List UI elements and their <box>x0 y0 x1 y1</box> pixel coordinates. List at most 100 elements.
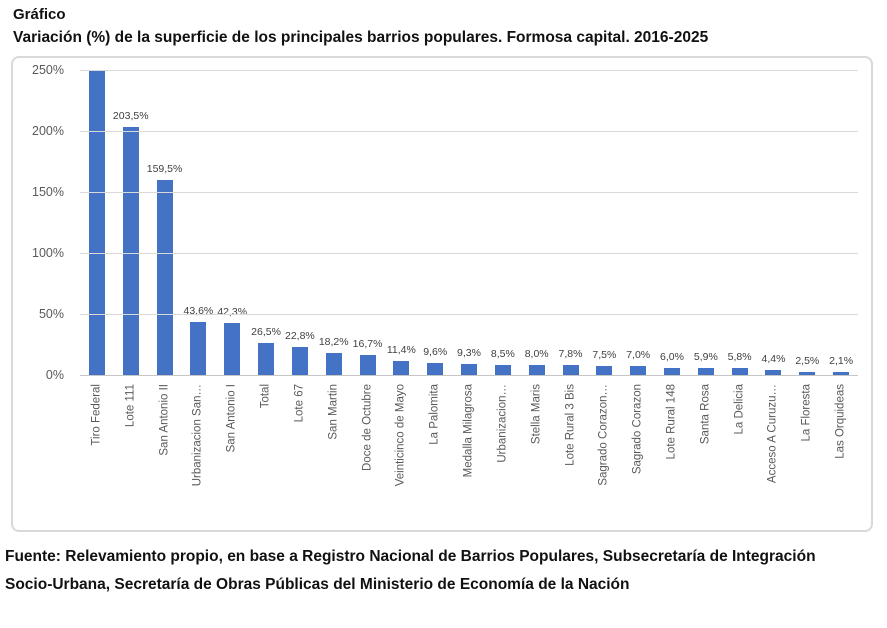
bar-slot: 8,0% Stella Maris <box>520 70 554 444</box>
bar-slot: 159,5% San Antonio II <box>147 70 183 455</box>
y-axis-tick-label: 50% <box>38 307 64 321</box>
y-axis-tick-label: 250% <box>32 63 64 77</box>
bar-slot: 43,6% Urbanizacion San… <box>181 70 215 486</box>
bar <box>494 364 511 375</box>
x-axis-category-label: Doce de Octubre <box>361 384 374 471</box>
x-axis-category-label: Stella Maris <box>530 384 543 445</box>
bar-value-label: 43,6% <box>183 304 214 317</box>
bar-value-label: 203,5% <box>112 109 149 122</box>
x-axis-category-label: Veinticinco de Mayo <box>394 384 407 487</box>
bar-value-label: 2,1% <box>829 355 854 368</box>
bar-value-label: 2,5% <box>795 354 820 367</box>
x-axis-category-label: Tiro Federal <box>90 384 103 446</box>
x-axis-category-label: Sagrado Corazon <box>631 384 644 475</box>
x-axis-category-label: Lote 67 <box>293 384 306 423</box>
bar-slot: 42,3% San Antonio I <box>215 70 249 452</box>
x-axis-category-label: San Antonio I <box>225 384 238 453</box>
x-axis-category-label: Acceso A Curuzu… <box>766 384 779 484</box>
bar-value-label: 7,5% <box>592 348 617 361</box>
x-axis-category-label: La Palomita <box>428 384 441 445</box>
bar-chart: Tiro Federal 203,5% Lote 111 159,5% San Anto… <box>11 56 873 532</box>
bar <box>630 366 647 375</box>
bar-slot: 7,0% Sagrado Corazon <box>621 70 655 474</box>
y-axis-tick-label: 150% <box>32 185 64 199</box>
bar <box>562 365 579 375</box>
x-axis-category-label: Lote 111 <box>124 384 137 428</box>
gridline <box>80 192 858 193</box>
bar <box>596 365 613 375</box>
bar <box>393 361 410 375</box>
bar <box>663 367 680 375</box>
chart-kicker: Gráfico <box>13 6 66 23</box>
bar <box>122 126 139 375</box>
bar-value-label: 5,9% <box>693 350 718 363</box>
bar-slot: 9,3% Medalla Milagrosa <box>452 70 486 478</box>
bar-value-label: 9,3% <box>457 346 481 359</box>
x-axis-category-label: Las Orquideas <box>834 384 847 459</box>
bar-slot: 26,5% Total <box>249 70 283 409</box>
bar-slot: 4,4% Acceso A Curuzu… <box>757 70 791 483</box>
bar <box>291 347 308 375</box>
bar-value-label: 8,0% <box>524 348 549 361</box>
x-axis-category-label: Urbanizacion San… <box>191 384 204 487</box>
page-title: Gráfico Variación (%) de la superficie d… <box>13 4 708 50</box>
bar <box>833 372 850 375</box>
bar-value-label: 18,2% <box>318 335 349 348</box>
bar <box>190 321 207 375</box>
x-axis-category-label: Lote Rural 3 Bis <box>564 384 576 466</box>
x-axis-category-label: Urbanizacion… <box>496 384 509 463</box>
y-axis-tick-label: 0% <box>45 368 64 382</box>
x-axis-category-label: San Martin <box>327 384 340 440</box>
gridline <box>80 253 858 254</box>
bar-slot: 11,4% Veinticinco de Mayo <box>384 70 418 486</box>
bar-value-label: 9,6% <box>423 346 448 359</box>
bar-value-label: 7,0% <box>626 349 651 362</box>
bar <box>258 342 275 375</box>
bar <box>697 367 714 375</box>
gridline <box>80 70 858 71</box>
y-axis-tick-label: 200% <box>32 124 64 138</box>
x-axis-category-label: La Delicia <box>733 384 746 435</box>
bar-slot: 203,5% Lote 111 <box>112 70 149 427</box>
bar-value-label: 8,5% <box>490 347 515 360</box>
bar <box>528 365 545 375</box>
bar <box>156 180 173 375</box>
y-axis-tick-label: 100% <box>32 246 64 260</box>
bar-slot: 2,5% La Floresta <box>790 70 824 442</box>
bar-slot: 6,0% Lote Rural 148 <box>655 70 689 460</box>
bar <box>765 369 782 375</box>
bar-slot: 16,7% Doce de Octubre <box>351 70 385 471</box>
bar <box>88 70 105 375</box>
x-axis-line <box>80 375 858 376</box>
x-axis-category-label: Total <box>259 384 272 409</box>
gridline <box>80 131 858 132</box>
bar-value-label: 26,5% <box>251 325 281 338</box>
x-axis-category-label: San Antonio II <box>158 384 171 456</box>
bar <box>325 352 342 375</box>
bar <box>427 363 444 375</box>
bar-slot: 22,8% Lote 67 <box>283 70 317 422</box>
bar-value-label: 42,3% <box>217 306 248 319</box>
bar-slot: Tiro Federal <box>80 70 114 446</box>
x-axis-category-label: Sagrado Corazon… <box>597 384 610 486</box>
bar-value-label: 6,0% <box>660 350 684 363</box>
plot-area: Tiro Federal 203,5% Lote 111 159,5% San Anto… <box>80 70 858 486</box>
bar-slot: 9,6% La Palomita <box>418 70 452 444</box>
bar <box>799 371 816 375</box>
bar-slot: 2,1% Las Orquideas <box>824 70 858 458</box>
bar-value-label: 5,8% <box>727 350 752 363</box>
bar <box>731 367 748 375</box>
bar <box>224 323 241 375</box>
chart-source: Fuente: Relevamiento propio, en base a R… <box>5 548 816 593</box>
bar-value-label: 11,4% <box>386 344 416 357</box>
x-axis-category-label: Medalla Milagrosa <box>462 384 475 478</box>
bar-value-label: 7,8% <box>558 348 583 361</box>
bar-slot: 18,2% San Martin <box>317 70 351 440</box>
bar-slot: 5,8% La Delicia <box>723 70 757 435</box>
gridline <box>80 314 858 315</box>
bar-slot: 7,5% Sagrado Corazon… <box>587 70 621 486</box>
bar <box>359 354 376 375</box>
bar-slot: 8,5% Urbanizacion… <box>486 70 520 463</box>
chart-title: Variación (%) de la superficie de los pr… <box>13 29 709 46</box>
bar-value-label: 22,8% <box>284 330 315 343</box>
